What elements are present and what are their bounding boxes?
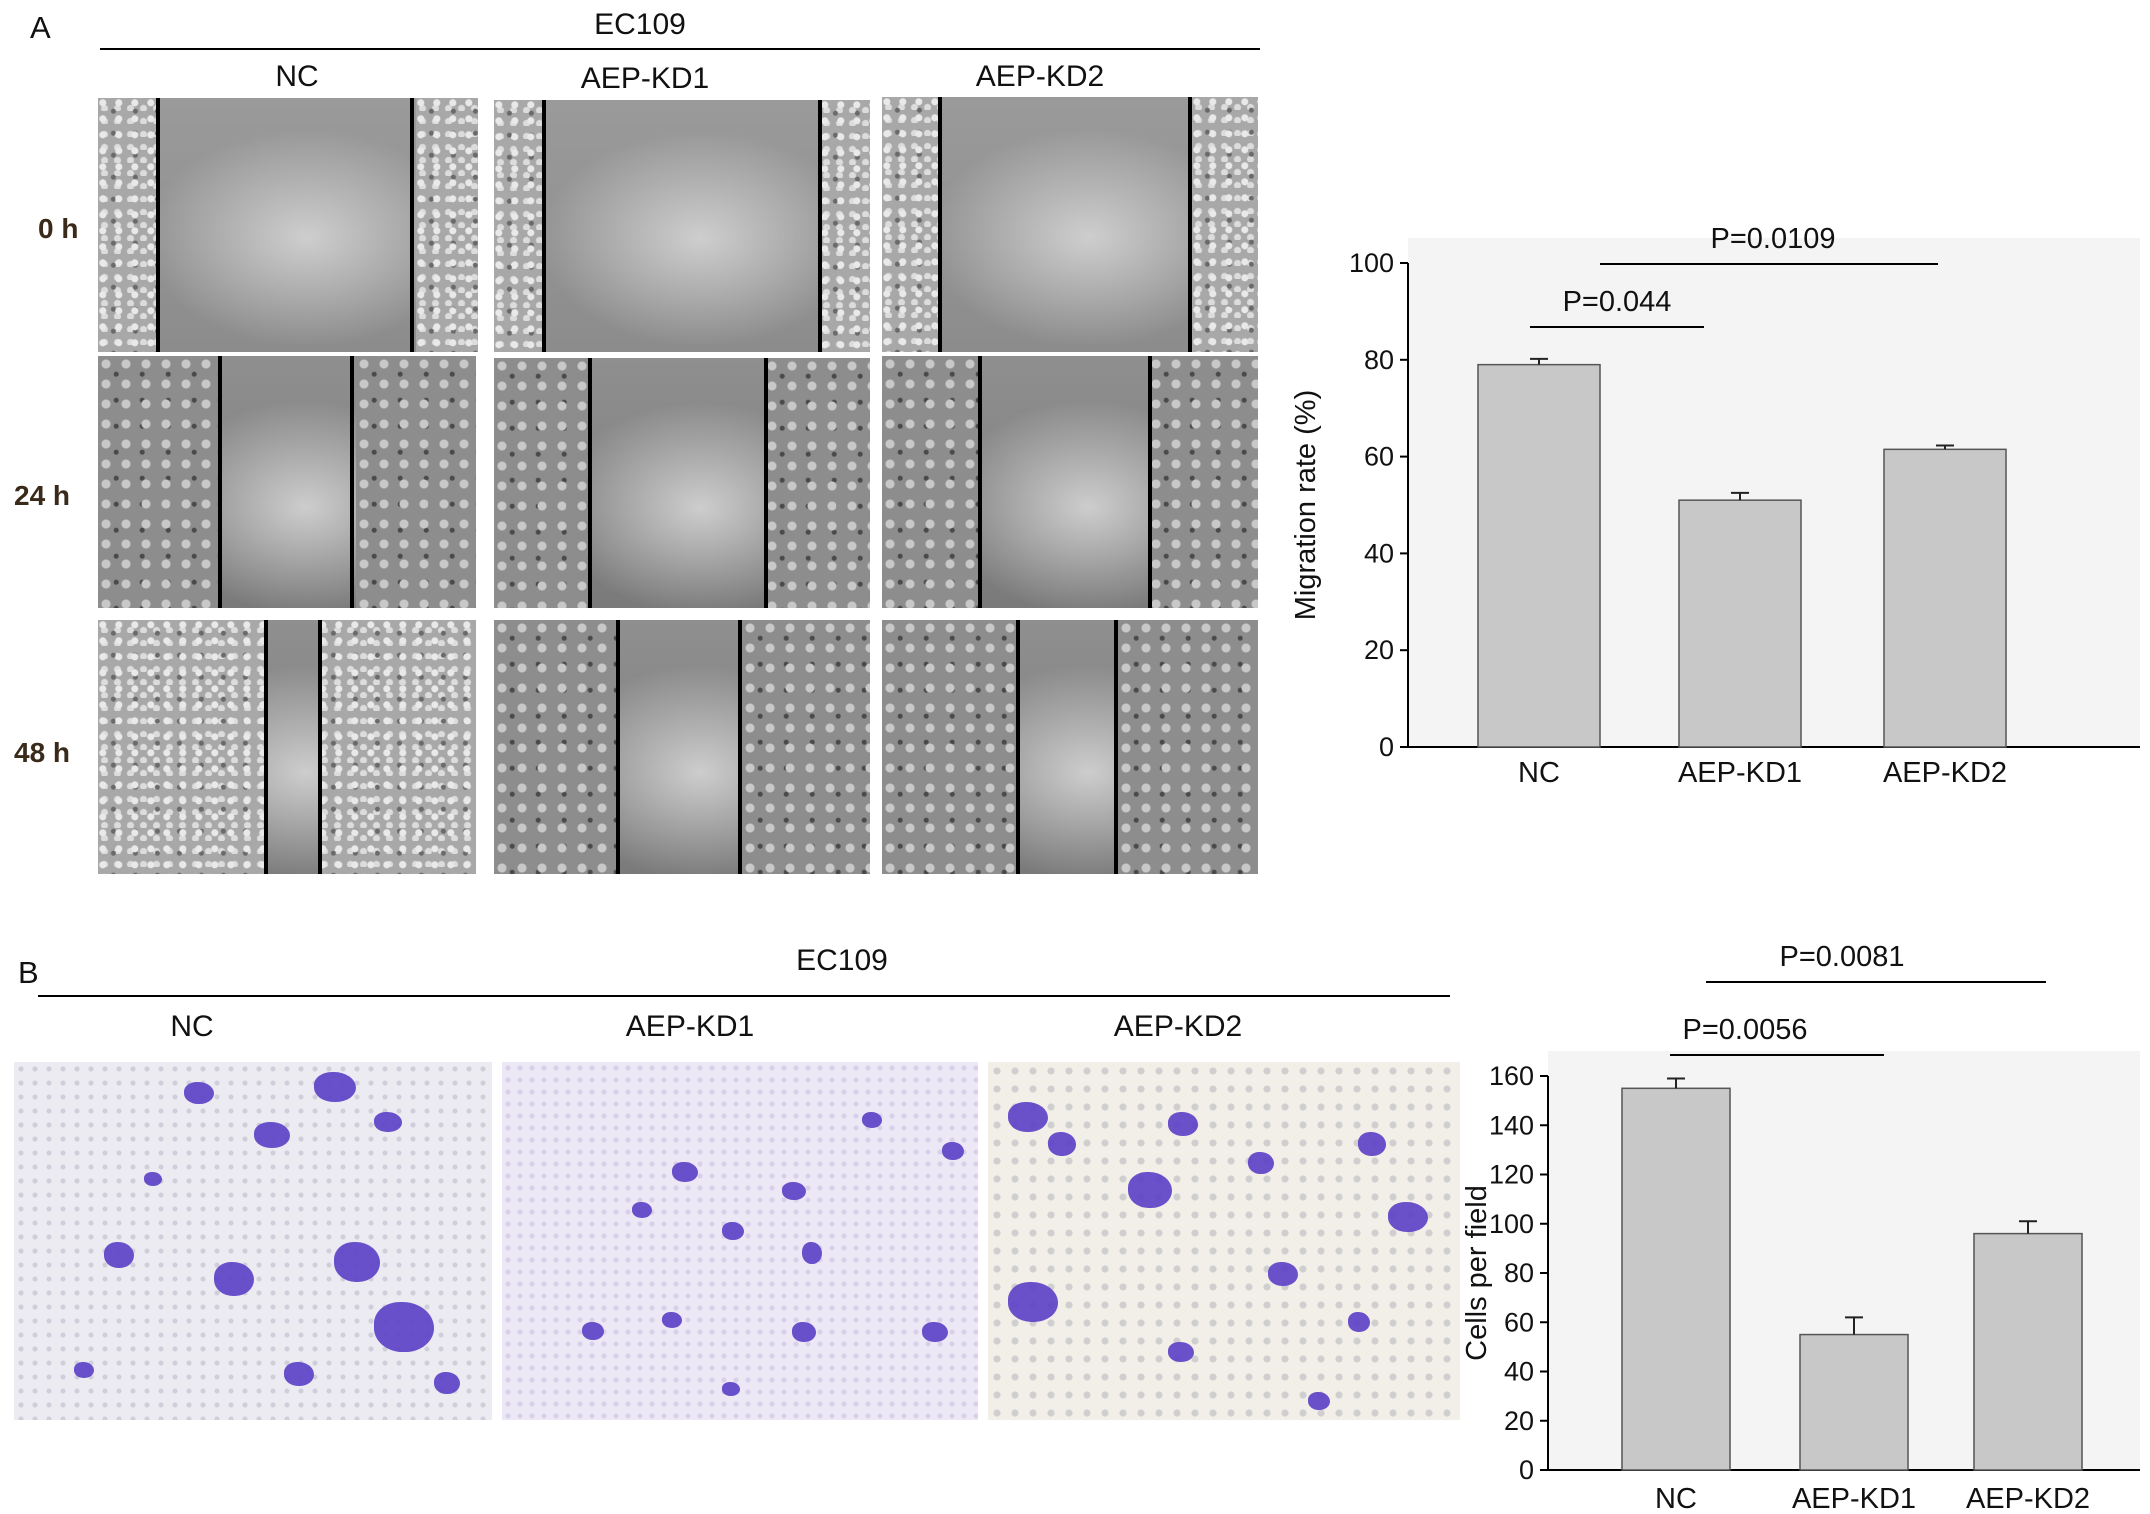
bar-aep-kd2 bbox=[1883, 448, 2007, 748]
panel-a-rule bbox=[100, 48, 1260, 50]
p-value-label: P=0.044 bbox=[1563, 286, 1672, 318]
y-tick-label: 0 bbox=[1379, 732, 1394, 762]
y-tick-label: 60 bbox=[1504, 1307, 1534, 1337]
panel-b-col-kd2: AEP-KD2 bbox=[1113, 1010, 1243, 1043]
x-tick-label: AEP-KD2 bbox=[1883, 757, 2007, 789]
micrograph-kd1-48h bbox=[494, 620, 870, 874]
y-tick-label: 20 bbox=[1504, 1406, 1534, 1436]
panel-a-row-48h: 48 h bbox=[14, 737, 71, 768]
transwell-image-kd1 bbox=[502, 1062, 978, 1420]
panel-b-rule bbox=[38, 995, 1450, 997]
bar-aep-kd1 bbox=[1678, 499, 1802, 748]
panel-a-row-24h: 24 h bbox=[14, 480, 71, 511]
panel-a-col-nc: NC bbox=[275, 60, 319, 93]
panel-a-col-kd1: AEP-KD1 bbox=[580, 62, 710, 95]
bar-nc bbox=[1477, 363, 1601, 748]
y-tick-label: 160 bbox=[1489, 1061, 1534, 1091]
bar-nc bbox=[1621, 1087, 1731, 1471]
y-tick-label: 20 bbox=[1364, 635, 1394, 665]
panel-b-letter: B bbox=[18, 955, 39, 990]
transwell-image-kd2 bbox=[988, 1062, 1460, 1420]
y-tick-label: 100 bbox=[1349, 248, 1394, 278]
panel-b-cell-line: EC109 bbox=[796, 944, 888, 977]
x-tick-label: AEP-KD1 bbox=[1792, 1483, 1916, 1514]
y-tick-label: 140 bbox=[1489, 1110, 1534, 1140]
micrograph-kd2-0h bbox=[882, 97, 1258, 352]
y-axis-label: Cells per field bbox=[1461, 1185, 1493, 1361]
p-value-label: P=0.0081 bbox=[1780, 941, 1905, 973]
y-tick-label: 40 bbox=[1504, 1357, 1534, 1387]
migration-rate-chart: 0 20 40 60 80 100 Migration rate (%) NC AEP-KD1 A… bbox=[1290, 223, 2140, 789]
panel-a-cell-line: EC109 bbox=[594, 8, 686, 41]
p-value-label: P=0.0109 bbox=[1711, 223, 1836, 255]
y-tick-label: 80 bbox=[1504, 1258, 1534, 1288]
micrograph-kd2-48h bbox=[882, 620, 1258, 874]
micrograph-kd2-24h bbox=[882, 356, 1258, 608]
y-tick-label: 40 bbox=[1364, 538, 1394, 568]
bar-aep-kd1 bbox=[1799, 1333, 1909, 1471]
y-tick-label: 60 bbox=[1364, 442, 1394, 472]
x-tick-label: NC bbox=[1655, 1483, 1697, 1514]
x-tick-label: AEP-KD2 bbox=[1966, 1483, 2090, 1514]
panel-b-col-kd1: AEP-KD1 bbox=[625, 1010, 755, 1043]
micrograph-kd1-24h bbox=[494, 358, 870, 608]
y-tick-label: 100 bbox=[1489, 1209, 1534, 1239]
x-tick-label: AEP-KD1 bbox=[1678, 757, 1802, 789]
y-tick-label: 0 bbox=[1519, 1455, 1534, 1485]
micrograph-nc-48h bbox=[98, 620, 476, 874]
bar-aep-kd2 bbox=[1973, 1232, 2083, 1471]
y-tick-label: 120 bbox=[1489, 1160, 1534, 1190]
panel-a-row-0h: 0 h bbox=[38, 213, 79, 244]
panel-a-letter: A bbox=[30, 10, 51, 45]
transwell-image-nc bbox=[14, 1062, 492, 1420]
y-tick-label: 80 bbox=[1364, 345, 1394, 375]
x-tick-label: NC bbox=[1518, 757, 1560, 789]
micrograph-nc-0h bbox=[98, 98, 478, 352]
y-axis-label: Migration rate (%) bbox=[1290, 390, 1322, 620]
cells-per-field-chart: 0 20 40 60 80 100 120 140 160 Cells per field NC AE… bbox=[1461, 941, 2140, 1514]
panel-b-col-nc: NC bbox=[170, 1010, 214, 1043]
p-value-label: P=0.0056 bbox=[1683, 1014, 1808, 1046]
micrograph-kd1-0h bbox=[494, 100, 870, 352]
panel-a-col-kd2: AEP-KD2 bbox=[975, 60, 1105, 93]
micrograph-nc-24h bbox=[98, 356, 476, 608]
